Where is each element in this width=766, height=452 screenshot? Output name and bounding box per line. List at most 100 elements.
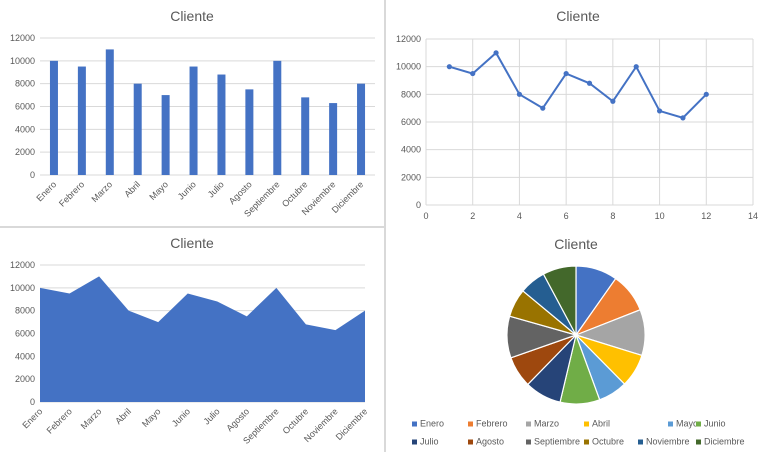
legend-label: Septiembre bbox=[534, 437, 580, 447]
vertical-divider bbox=[384, 0, 386, 452]
legend-swatch bbox=[584, 421, 589, 427]
horizontal-divider bbox=[0, 226, 384, 228]
x-tick-label: Enero bbox=[34, 179, 58, 203]
data-point bbox=[446, 64, 452, 70]
legend-label: Abril bbox=[592, 419, 610, 429]
legend-label: Octubre bbox=[592, 437, 624, 447]
bar-chart-panel: Cliente 0 2000 4000 6000 8000 10000 12000 Enero… bbox=[0, 0, 384, 226]
legend-label: Noviembre bbox=[646, 437, 690, 447]
data-point bbox=[493, 50, 499, 56]
legend-label: Enero bbox=[420, 419, 444, 429]
x-tick-label: 14 bbox=[748, 211, 758, 221]
x-tick-label: Marzo bbox=[79, 406, 104, 431]
x-tick-label: Diciembre bbox=[334, 406, 370, 442]
x-tick-label: Febrero bbox=[57, 179, 86, 208]
y-tick-label: 2000 bbox=[15, 147, 35, 157]
y-tick-label: 10000 bbox=[10, 56, 35, 66]
bar bbox=[161, 95, 170, 175]
x-tick-label: 10 bbox=[655, 211, 665, 221]
x-tick-label: Julio bbox=[202, 406, 222, 426]
line-chart: Cliente 0 2000 4000 6000 8000 10000 12000 0 2 4 6 8… bbox=[396, 8, 758, 221]
pie-chart-title: Cliente bbox=[554, 236, 598, 252]
x-tick-label: 2 bbox=[470, 211, 475, 221]
y-tick-label: 2000 bbox=[15, 374, 35, 384]
y-tick-label: 8000 bbox=[401, 89, 421, 99]
x-tick-label: Octubre bbox=[281, 406, 311, 436]
y-tick-label: 0 bbox=[30, 170, 35, 180]
bar bbox=[49, 60, 58, 176]
legend-swatch bbox=[412, 439, 417, 445]
legend-swatch bbox=[412, 421, 417, 427]
data-point bbox=[516, 91, 523, 97]
pie-chart-panel: Cliente Enero Febrero Marzo Abril Mayo Junio J… bbox=[386, 228, 766, 452]
legend-swatch bbox=[638, 439, 643, 445]
y-tick-label: 0 bbox=[30, 397, 35, 407]
pie-slice bbox=[542, 265, 577, 336]
x-tick-label: Abril bbox=[122, 179, 142, 199]
legend-swatch bbox=[526, 439, 531, 445]
y-tick-label: 10000 bbox=[10, 283, 35, 293]
x-tick-label: 0 bbox=[423, 211, 428, 221]
x-tick-label: Febrero bbox=[45, 406, 74, 435]
line-chart-title: Cliente bbox=[556, 8, 600, 24]
y-tick-label: 6000 bbox=[15, 329, 35, 339]
y-tick-label: 6000 bbox=[15, 102, 35, 112]
legend-swatch bbox=[668, 421, 673, 427]
x-tick-label: Junio bbox=[170, 406, 192, 428]
y-tick-label: 4000 bbox=[15, 124, 35, 134]
legend-swatch bbox=[696, 439, 701, 445]
legend-swatch bbox=[468, 439, 473, 445]
x-tick-label: Abril bbox=[113, 406, 133, 426]
data-point bbox=[656, 108, 663, 114]
series-line bbox=[449, 51, 707, 119]
x-tick-label: Agosto bbox=[224, 406, 251, 433]
x-tick-label: 12 bbox=[701, 211, 711, 221]
bar bbox=[245, 89, 254, 175]
x-tick-label: 8 bbox=[610, 211, 615, 221]
x-tick-label: Mayo bbox=[147, 179, 170, 202]
bar bbox=[301, 97, 310, 175]
y-tick-label: 12000 bbox=[396, 34, 421, 44]
bar bbox=[189, 66, 198, 175]
x-tick-label: 6 bbox=[564, 211, 569, 221]
x-tick-label: Julio bbox=[206, 179, 226, 199]
bar bbox=[329, 103, 338, 175]
legend-label: Agosto bbox=[476, 437, 504, 447]
data-point bbox=[540, 105, 546, 111]
data-point bbox=[703, 91, 709, 97]
area-fill bbox=[40, 276, 365, 402]
data-point bbox=[680, 115, 686, 121]
bar bbox=[357, 83, 366, 175]
y-tick-label: 6000 bbox=[401, 117, 421, 127]
pie-chart: Cliente Enero Febrero Marzo Abril Mayo Junio J… bbox=[412, 236, 745, 447]
y-tick-label: 12000 bbox=[10, 260, 35, 270]
data-point bbox=[633, 64, 639, 70]
bar bbox=[133, 83, 142, 175]
legend-label: Febrero bbox=[476, 419, 508, 429]
x-tick-label: Agosto bbox=[227, 179, 254, 206]
area-chart-title: Cliente bbox=[170, 235, 214, 251]
bar bbox=[105, 49, 114, 175]
legend-label: Diciembre bbox=[704, 437, 745, 447]
data-point bbox=[610, 98, 616, 104]
x-tick-label: Marzo bbox=[89, 179, 114, 204]
legend-swatch bbox=[584, 439, 589, 445]
area-chart-panel: Cliente 0 2000 4000 6000 8000 10000 12000 Enero… bbox=[0, 228, 384, 452]
bar-chart-title: Cliente bbox=[170, 8, 214, 24]
y-tick-label: 8000 bbox=[15, 79, 35, 89]
x-tick-label: Mayo bbox=[140, 406, 163, 429]
legend-label: Junio bbox=[704, 419, 726, 429]
y-tick-label: 12000 bbox=[10, 33, 35, 43]
legend-label: Julio bbox=[420, 437, 439, 447]
y-tick-label: 4000 bbox=[15, 351, 35, 361]
data-point bbox=[470, 70, 476, 77]
data-point bbox=[586, 80, 593, 86]
legend-swatch bbox=[696, 421, 701, 427]
x-tick-label: 4 bbox=[517, 211, 522, 221]
legend-swatch bbox=[468, 421, 473, 427]
bar bbox=[273, 60, 282, 176]
bar-chart: Cliente 0 2000 4000 6000 8000 10000 12000 Enero… bbox=[10, 8, 375, 219]
legend-swatch bbox=[526, 421, 531, 427]
legend-label: Marzo bbox=[534, 419, 559, 429]
y-tick-label: 8000 bbox=[15, 306, 35, 316]
